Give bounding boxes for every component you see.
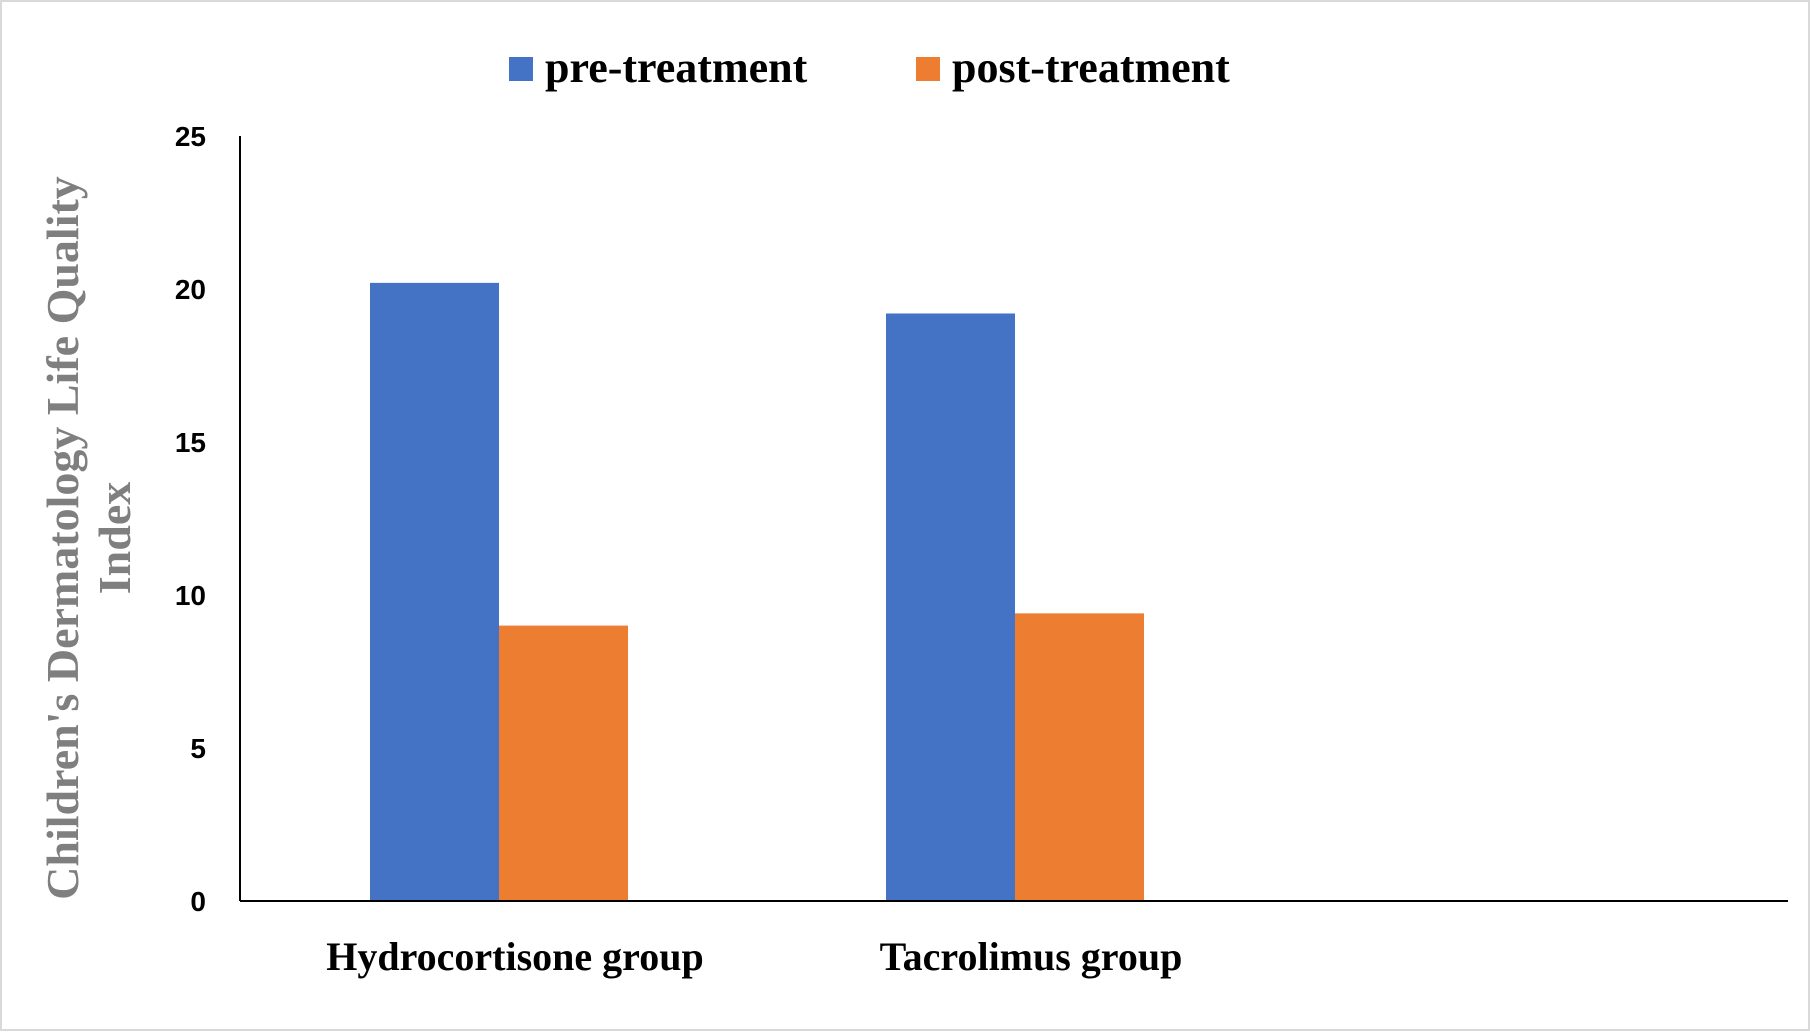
legend-swatch-pre-treatment [509, 57, 533, 81]
legend-label: pre-treatment [545, 43, 808, 92]
y-tick-label: 5 [190, 733, 206, 764]
legend-swatch-post-treatment [916, 57, 940, 81]
bars [370, 282, 1144, 902]
bar-post-treatment [1015, 613, 1144, 901]
bar-pre-treatment [370, 282, 499, 901]
y-tick-label: 25 [175, 121, 206, 152]
legend-label: post-treatment [952, 43, 1230, 92]
y-axis-label: Children's Dermatology Life Quality Inde… [37, 176, 140, 900]
y-tick-label: 20 [175, 274, 206, 305]
y-tick-label: 0 [190, 886, 206, 917]
y-axis-ticks: 0 5 10 15 20 25 [175, 121, 206, 917]
x-tick-label: Tacrolimus group [880, 934, 1183, 979]
x-tick-label: Hydrocortisone group [326, 934, 703, 979]
bar-post-treatment [499, 625, 628, 901]
bar-pre-treatment [886, 313, 1015, 902]
x-axis-labels: Hydrocortisone group Tacrolimus group [326, 934, 1182, 979]
y-axis-label-line-2: Index [89, 482, 140, 594]
y-tick-label: 15 [175, 427, 206, 458]
y-tick-label: 10 [175, 580, 206, 611]
y-axis-label-line-1: Children's Dermatology Life Quality [37, 176, 88, 900]
legend: pre-treatment post-treatment [509, 43, 1230, 92]
